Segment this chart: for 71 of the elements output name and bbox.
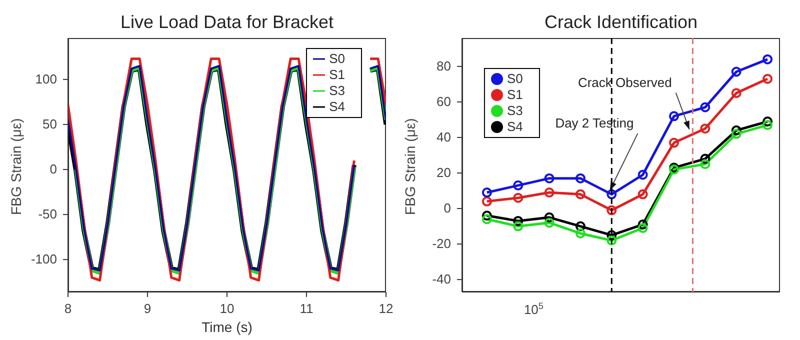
point xyxy=(638,223,648,234)
point xyxy=(731,88,742,98)
x-tick-label: 10 xyxy=(220,301,234,316)
point xyxy=(606,230,617,240)
y-tick-label: -40 xyxy=(432,272,451,287)
point xyxy=(544,212,554,222)
x-axis-title: Time (s) xyxy=(202,319,252,335)
y-axis-title: FBG Strain (με) xyxy=(402,118,418,215)
chart-title: Crack Identification xyxy=(543,12,699,33)
text: 10$^{5}$ xyxy=(524,301,544,317)
point xyxy=(513,216,524,226)
y-tick-label: 100 xyxy=(35,71,57,86)
point xyxy=(762,74,773,84)
point xyxy=(482,188,492,198)
point xyxy=(482,210,492,221)
point xyxy=(513,221,524,232)
point xyxy=(575,221,586,232)
point xyxy=(482,214,492,224)
legend-label: S4 xyxy=(329,99,345,114)
point xyxy=(669,138,679,148)
y-tick-label: 20 xyxy=(436,164,451,180)
x-tick-label: 12 xyxy=(378,301,394,316)
x-tick-label: 9 xyxy=(144,301,152,316)
x-tick-label: 8 xyxy=(64,301,72,316)
point xyxy=(700,159,710,170)
y-tick-label: 50 xyxy=(42,116,57,132)
y-tick-label: 0 xyxy=(444,200,451,216)
legend-label: S1 xyxy=(329,67,345,82)
y-tick-label: -20 xyxy=(432,236,451,252)
annotation: Day 2 Testing xyxy=(555,115,634,130)
point xyxy=(482,196,492,206)
y-tick-label: 80 xyxy=(436,58,451,74)
point xyxy=(731,66,742,77)
point xyxy=(575,189,586,200)
x-tick-label: 11 xyxy=(300,301,314,316)
y-tick-label: -100 xyxy=(30,252,57,267)
point xyxy=(669,111,679,122)
point xyxy=(700,124,710,134)
point xyxy=(544,173,554,184)
legend-label: S0 xyxy=(507,71,523,86)
point xyxy=(762,120,773,130)
point xyxy=(544,188,554,198)
y-tick-label: -50 xyxy=(38,206,57,222)
point xyxy=(638,189,648,200)
annotation: Crack Observed xyxy=(578,74,672,90)
y-tick-label: 60 xyxy=(436,94,451,109)
legend-label: S3 xyxy=(329,83,345,98)
point xyxy=(606,205,617,216)
point xyxy=(762,54,773,64)
y-tick-label: 40 xyxy=(436,129,451,144)
point xyxy=(762,116,773,126)
point xyxy=(513,192,524,203)
legend-label: S4 xyxy=(507,119,523,134)
point xyxy=(638,220,648,230)
legend-label: S3 xyxy=(507,103,523,118)
legend-label: S0 xyxy=(329,51,345,66)
point xyxy=(638,170,648,180)
point xyxy=(606,189,617,200)
point xyxy=(700,102,710,112)
point xyxy=(606,235,617,246)
y-tick-label: 0 xyxy=(50,162,57,177)
y-axis-title: FBG Strain (με) xyxy=(8,118,24,215)
point xyxy=(513,180,524,190)
point xyxy=(731,125,742,136)
legend-label: S1 xyxy=(507,87,523,102)
point xyxy=(731,128,742,139)
point xyxy=(700,154,710,164)
point xyxy=(575,228,586,238)
chart-title: Live Load Data for Bracket xyxy=(119,12,335,33)
point xyxy=(575,173,586,184)
point xyxy=(544,218,554,228)
